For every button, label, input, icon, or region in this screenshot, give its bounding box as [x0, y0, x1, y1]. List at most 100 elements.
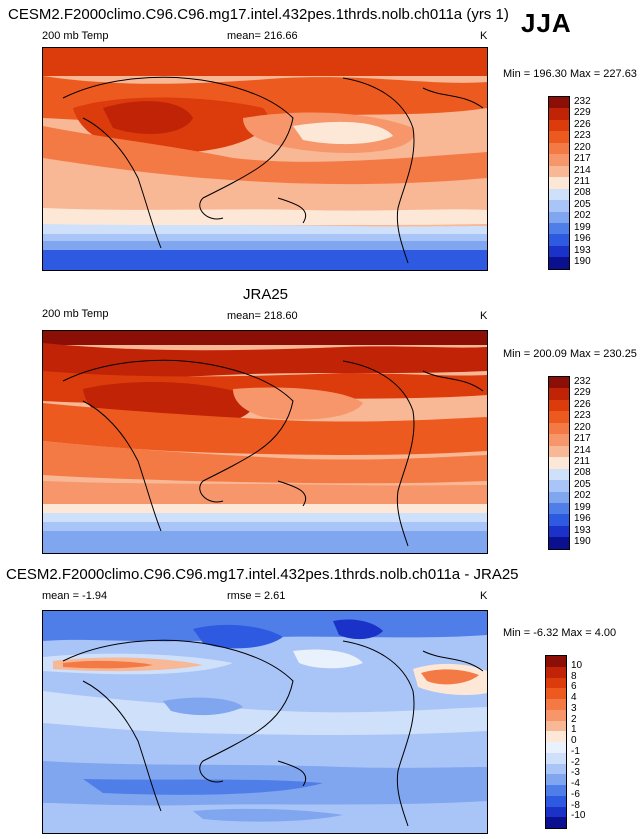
colorbar-segment	[549, 377, 569, 389]
panel-3-title: CESM2.F2000climo.C96.C96.mg17.intel.432p…	[6, 566, 519, 583]
panel-2-variable-label: 200 mb Temp	[42, 308, 109, 320]
colorbar-tick-label: -1	[571, 745, 580, 757]
colorbar-tick-label: 226	[574, 118, 591, 130]
colorbar-segment	[549, 457, 569, 469]
colorbar-segment	[549, 188, 569, 201]
panel-2-map	[42, 330, 488, 554]
colorbar-tick-label: 3	[571, 702, 577, 714]
colorbar-tick-label: 0	[571, 735, 577, 746]
colorbar-segment	[549, 388, 569, 400]
colorbar-segment	[549, 200, 569, 212]
colorbar-segment	[549, 234, 569, 246]
panel-2-minmax: Min = 200.09 Max = 230.25	[503, 348, 637, 360]
colorbar-segment	[546, 699, 566, 710]
colorbar-tick-label: 193	[574, 244, 591, 256]
colorbar-segment	[546, 688, 566, 699]
panel-2-units-label: K	[480, 310, 488, 322]
colorbar-tick-label: 8	[571, 670, 577, 682]
colorbar-segment	[549, 525, 569, 538]
colorbar-tick-label: -10	[571, 810, 586, 822]
colorbar-tick-label: 226	[574, 398, 591, 410]
colorbar-tick-label: 232	[574, 375, 591, 387]
colorbar-segment	[549, 491, 569, 503]
colorbar-segment	[546, 806, 566, 818]
panel-1-colorbar	[548, 96, 570, 270]
colorbar-tick-label: -3	[571, 767, 580, 779]
colorbar-tick-label: -4	[571, 778, 580, 789]
colorbar-segment	[549, 422, 569, 435]
colorbar-segment	[546, 763, 566, 775]
colorbar-tick-label: 199	[574, 221, 591, 233]
colorbar-tick-label: 220	[574, 141, 591, 153]
season-label: JJA	[521, 8, 572, 38]
colorbar-segment	[549, 257, 569, 269]
colorbar-segment	[546, 666, 566, 678]
colorbar-tick-label: 202	[574, 490, 591, 502]
colorbar-tick-label: 193	[574, 524, 591, 536]
panel-1-units-label: K	[480, 30, 488, 42]
panel-1-minmax: Min = 196.30 Max = 227.63	[503, 68, 637, 80]
panel-3-contour-field	[43, 611, 487, 833]
colorbar-tick-label: 223	[574, 410, 591, 422]
colorbar-tick-label: 190	[574, 256, 591, 268]
colorbar-segment	[546, 656, 566, 667]
colorbar-tick-label: 205	[574, 478, 591, 490]
colorbar-segment	[549, 502, 569, 515]
colorbar-segment	[546, 774, 566, 785]
colorbar-segment	[549, 131, 569, 143]
colorbar-segment	[546, 709, 566, 721]
colorbar-tick-label: 208	[574, 187, 591, 199]
colorbar-segment	[549, 165, 569, 178]
colorbar-segment	[549, 154, 569, 166]
colorbar-segment	[546, 677, 566, 689]
panel-2-colorbar	[548, 376, 570, 550]
colorbar-tick-label: 205	[574, 198, 591, 210]
colorbar-tick-label: 196	[574, 233, 591, 245]
panel-1-title: CESM2.F2000climo.C96.C96.mg17.intel.432p…	[8, 6, 509, 23]
colorbar-tick-label: 211	[574, 176, 590, 187]
panel-3-colorbar	[545, 655, 567, 829]
panel-1-contour-field	[43, 48, 487, 270]
colorbar-segment	[549, 468, 569, 481]
colorbar-segment	[546, 742, 566, 753]
colorbar-tick-label: 10	[571, 659, 583, 671]
panel-1-mean-label: mean= 216.66	[227, 30, 298, 42]
panel-1-variable-label: 200 mb Temp	[42, 30, 109, 42]
colorbar-tick-label: 1	[571, 724, 577, 736]
panel-3-map	[42, 610, 488, 834]
colorbar-segment	[546, 785, 566, 796]
colorbar-tick-label: 232	[574, 95, 591, 107]
colorbar-tick-label: 229	[574, 387, 591, 399]
colorbar-segment	[549, 211, 569, 223]
colorbar-tick-label: 214	[574, 164, 591, 176]
colorbar-tick-label: 6	[571, 681, 577, 693]
panel-3-units-label: K	[480, 590, 488, 602]
colorbar-segment	[549, 411, 569, 423]
panel-3-rmse-label: rmse = 2.61	[227, 590, 286, 602]
colorbar-segment	[549, 434, 569, 446]
colorbar-tick-label: 190	[574, 536, 591, 548]
colorbar-tick-label: 214	[574, 444, 591, 456]
colorbar-tick-label: 2	[571, 713, 577, 725]
panel-3-minmax: Min = -6.32 Max = 4.00	[503, 627, 617, 639]
colorbar-segment	[549, 445, 569, 458]
colorbar-segment	[546, 795, 566, 807]
colorbar-segment	[549, 97, 569, 109]
colorbar-tick-label: 202	[574, 210, 591, 222]
colorbar-tick-label: 196	[574, 513, 591, 525]
colorbar-segment	[549, 177, 569, 189]
colorbar-segment	[549, 537, 569, 549]
colorbar-segment	[549, 142, 569, 155]
colorbar-tick-label: 229	[574, 107, 591, 119]
colorbar-segment	[549, 245, 569, 258]
panel-2-mean-label: mean= 218.60	[227, 310, 298, 322]
colorbar-segment	[549, 108, 569, 120]
colorbar-segment	[546, 731, 566, 742]
colorbar-segment	[549, 480, 569, 492]
colorbar-tick-label: 211	[574, 456, 590, 467]
colorbar-tick-label: -6	[571, 788, 580, 800]
colorbar-segment	[546, 752, 566, 764]
colorbar-tick-label: 208	[574, 467, 591, 479]
colorbar-tick-label: 217	[574, 153, 591, 165]
panel-2-title: JRA25	[243, 286, 289, 303]
